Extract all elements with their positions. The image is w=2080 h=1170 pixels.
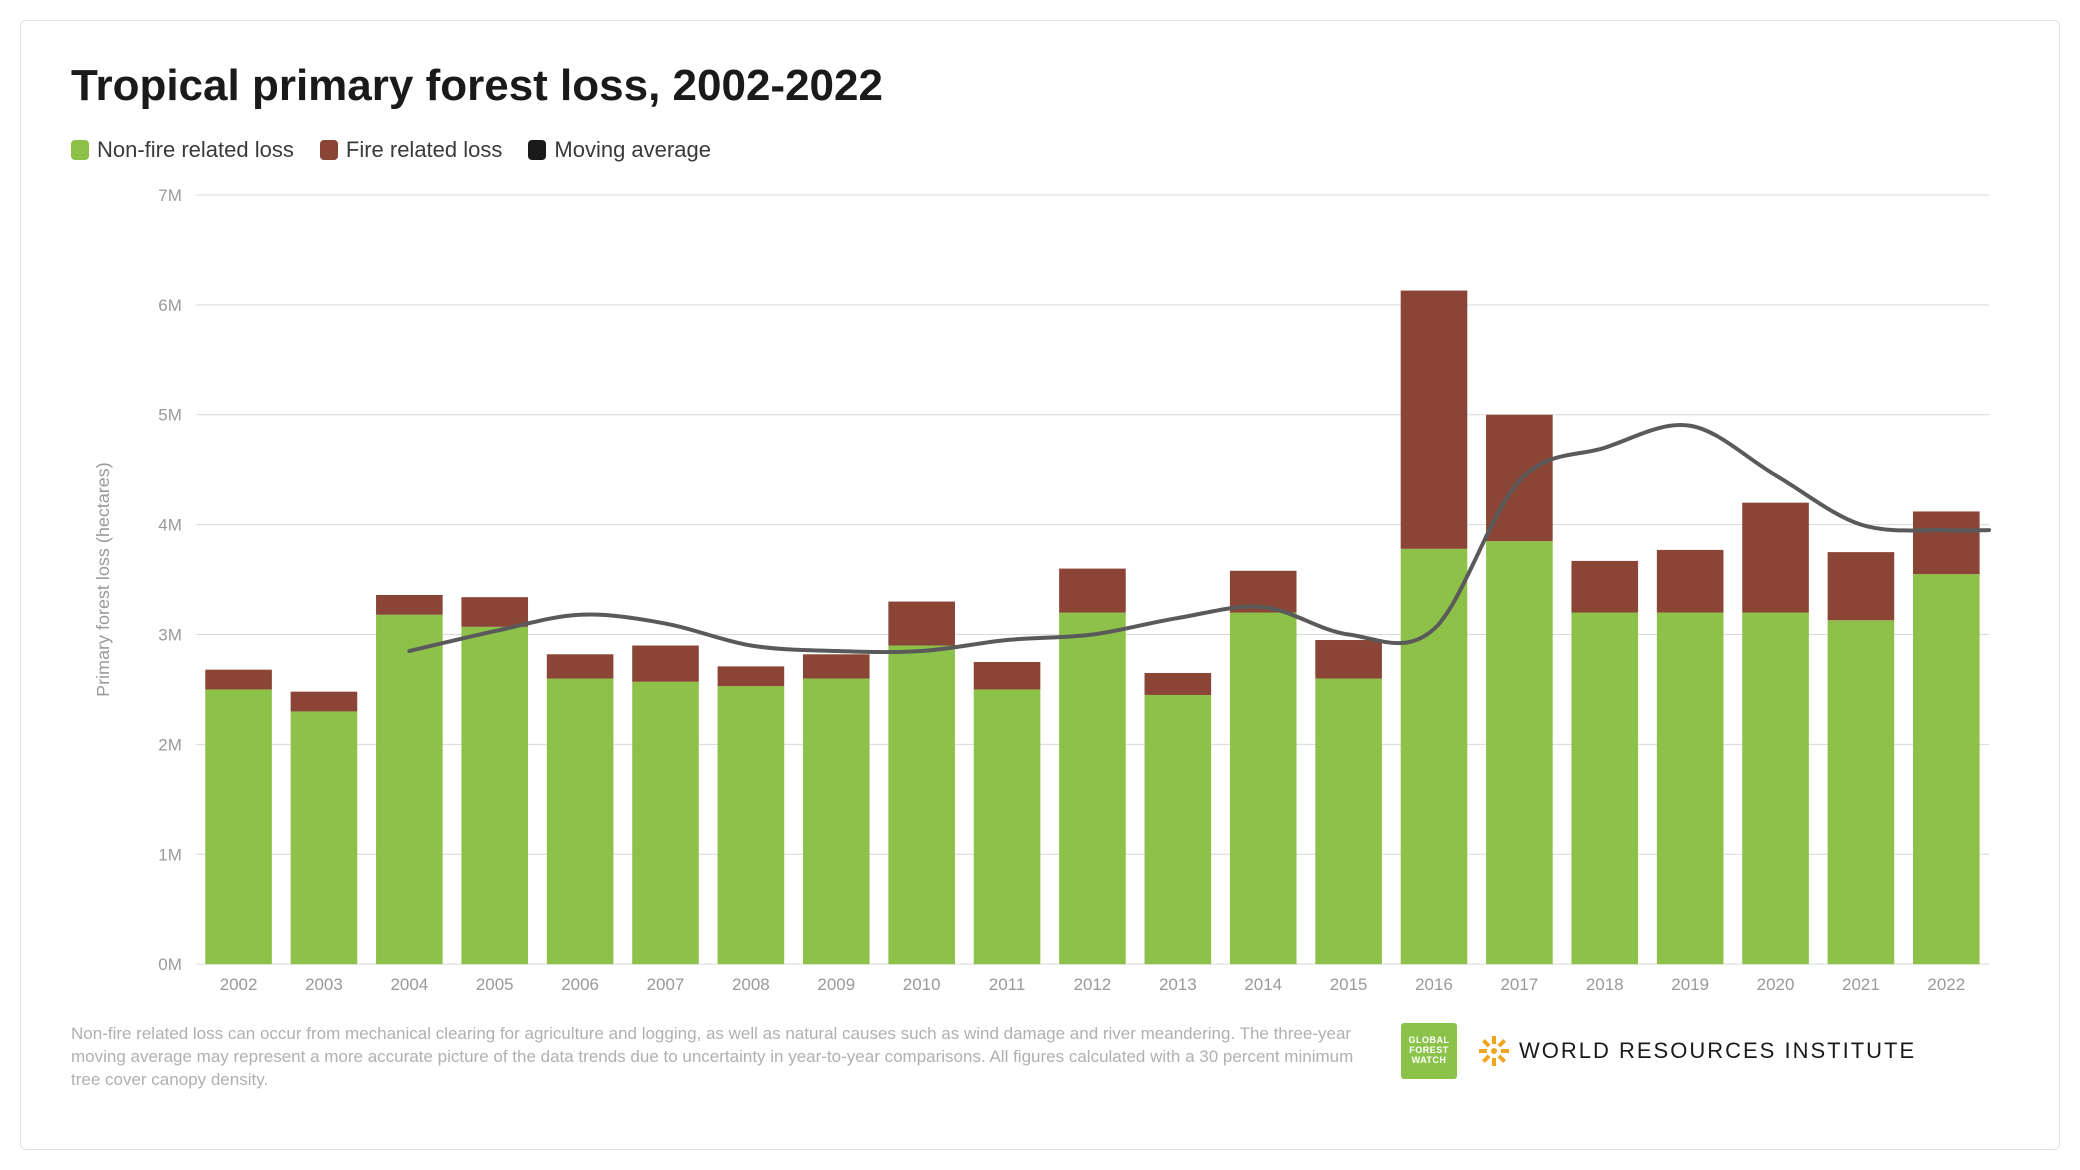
- legend-swatch-fire: [320, 140, 338, 160]
- bar-fire: [1145, 673, 1212, 695]
- bar-fire: [461, 597, 528, 627]
- x-tick-label: 2007: [647, 975, 685, 994]
- bar-fire: [1571, 561, 1638, 613]
- y-tick-label: 2M: [158, 735, 182, 754]
- x-tick-label: 2010: [903, 975, 941, 994]
- bar-fire: [1657, 550, 1724, 613]
- x-tick-label: 2006: [561, 975, 599, 994]
- legend: Non-fire related loss Fire related loss …: [71, 137, 2009, 163]
- y-tick-label: 5M: [158, 406, 182, 425]
- x-tick-label: 2020: [1757, 975, 1795, 994]
- bar-fire: [1401, 291, 1468, 549]
- bar-nonfire: [205, 689, 272, 964]
- bar-nonfire: [632, 682, 699, 964]
- bar-nonfire: [888, 646, 955, 965]
- x-tick-label: 2014: [1244, 975, 1282, 994]
- bar-nonfire: [1742, 613, 1809, 965]
- bar-nonfire: [291, 711, 358, 964]
- x-tick-label: 2013: [1159, 975, 1197, 994]
- x-tick-label: 2021: [1842, 975, 1880, 994]
- bar-fire: [547, 654, 614, 678]
- x-tick-label: 2009: [817, 975, 855, 994]
- bar-nonfire: [803, 678, 870, 964]
- bar-nonfire: [718, 686, 785, 964]
- chart-card: Tropical primary forest loss, 2002-2022 …: [20, 20, 2060, 1150]
- legend-label-fire: Fire related loss: [346, 137, 503, 163]
- bar-fire: [291, 692, 358, 712]
- bar-nonfire: [1315, 678, 1382, 964]
- bar-fire: [888, 602, 955, 646]
- bar-fire: [1913, 511, 1980, 574]
- x-tick-label: 2015: [1330, 975, 1368, 994]
- legend-item-avg: Moving average: [528, 137, 711, 163]
- legend-item-fire: Fire related loss: [320, 137, 503, 163]
- y-axis-title: Primary forest loss (hectares): [93, 462, 113, 697]
- legend-swatch-avg: [528, 140, 546, 160]
- x-tick-label: 2017: [1500, 975, 1538, 994]
- x-tick-label: 2022: [1927, 975, 1965, 994]
- bar-fire: [205, 670, 272, 690]
- x-tick-label: 2003: [305, 975, 343, 994]
- y-tick-label: 4M: [158, 516, 182, 535]
- bar-nonfire: [1486, 541, 1553, 964]
- chart-title: Tropical primary forest loss, 2002-2022: [71, 61, 2009, 111]
- x-tick-label: 2005: [476, 975, 514, 994]
- gfw-logo: GLOBAL FOREST WATCH: [1401, 1023, 1457, 1079]
- wri-logo: WORLD RESOURCES INSTITUTE: [1479, 1036, 1916, 1066]
- legend-label-avg: Moving average: [554, 137, 711, 163]
- legend-label-nonfire: Non-fire related loss: [97, 137, 294, 163]
- bar-fire: [1315, 640, 1382, 678]
- caption-text: Non-fire related loss can occur from mec…: [71, 1023, 1371, 1092]
- bar-fire: [632, 646, 699, 682]
- bar-nonfire: [1657, 613, 1724, 965]
- logos: GLOBAL FOREST WATCH: [1401, 1023, 1916, 1079]
- bar-fire: [1742, 503, 1809, 613]
- x-tick-label: 2004: [390, 975, 428, 994]
- footer: Non-fire related loss can occur from mec…: [71, 1023, 2009, 1092]
- bar-fire: [1059, 569, 1126, 613]
- x-tick-label: 2018: [1586, 975, 1624, 994]
- x-tick-label: 2016: [1415, 975, 1453, 994]
- bar-nonfire: [376, 615, 443, 964]
- legend-swatch-nonfire: [71, 140, 89, 160]
- bar-fire: [718, 666, 785, 686]
- y-tick-label: 6M: [158, 296, 182, 315]
- bar-nonfire: [461, 627, 528, 964]
- bar-nonfire: [547, 678, 614, 964]
- x-tick-label: 2012: [1074, 975, 1112, 994]
- bar-nonfire: [1571, 613, 1638, 965]
- x-tick-label: 2008: [732, 975, 770, 994]
- x-tick-label: 2002: [220, 975, 258, 994]
- bar-nonfire: [1059, 613, 1126, 965]
- y-tick-label: 3M: [158, 626, 182, 645]
- bar-nonfire: [974, 689, 1041, 964]
- bar-fire: [803, 654, 870, 678]
- bar-fire: [376, 595, 443, 615]
- x-tick-label: 2019: [1671, 975, 1709, 994]
- bar-nonfire: [1913, 574, 1980, 964]
- y-tick-label: 0M: [158, 955, 182, 974]
- bar-fire: [1828, 552, 1895, 620]
- bar-nonfire: [1401, 549, 1468, 964]
- chart-area: 0M 1M 2M 3M 4M 5M 6M 7M Primary forest loss (hec…: [71, 175, 2009, 1005]
- bar-nonfire: [1828, 620, 1895, 964]
- y-tick-label: 7M: [158, 186, 182, 205]
- wri-icon: [1479, 1036, 1509, 1066]
- gfw-logo-line3: WATCH: [1412, 1056, 1447, 1066]
- bar-nonfire: [1230, 613, 1297, 965]
- bar-fire: [974, 662, 1041, 689]
- legend-item-nonfire: Non-fire related loss: [71, 137, 294, 163]
- wri-text: WORLD RESOURCES INSTITUTE: [1519, 1038, 1916, 1064]
- bar-nonfire: [1145, 695, 1212, 964]
- x-tick-label: 2011: [989, 975, 1026, 994]
- y-tick-label: 1M: [158, 845, 182, 864]
- chart-svg: 0M 1M 2M 3M 4M 5M 6M 7M Primary forest loss (hec…: [71, 175, 2009, 1004]
